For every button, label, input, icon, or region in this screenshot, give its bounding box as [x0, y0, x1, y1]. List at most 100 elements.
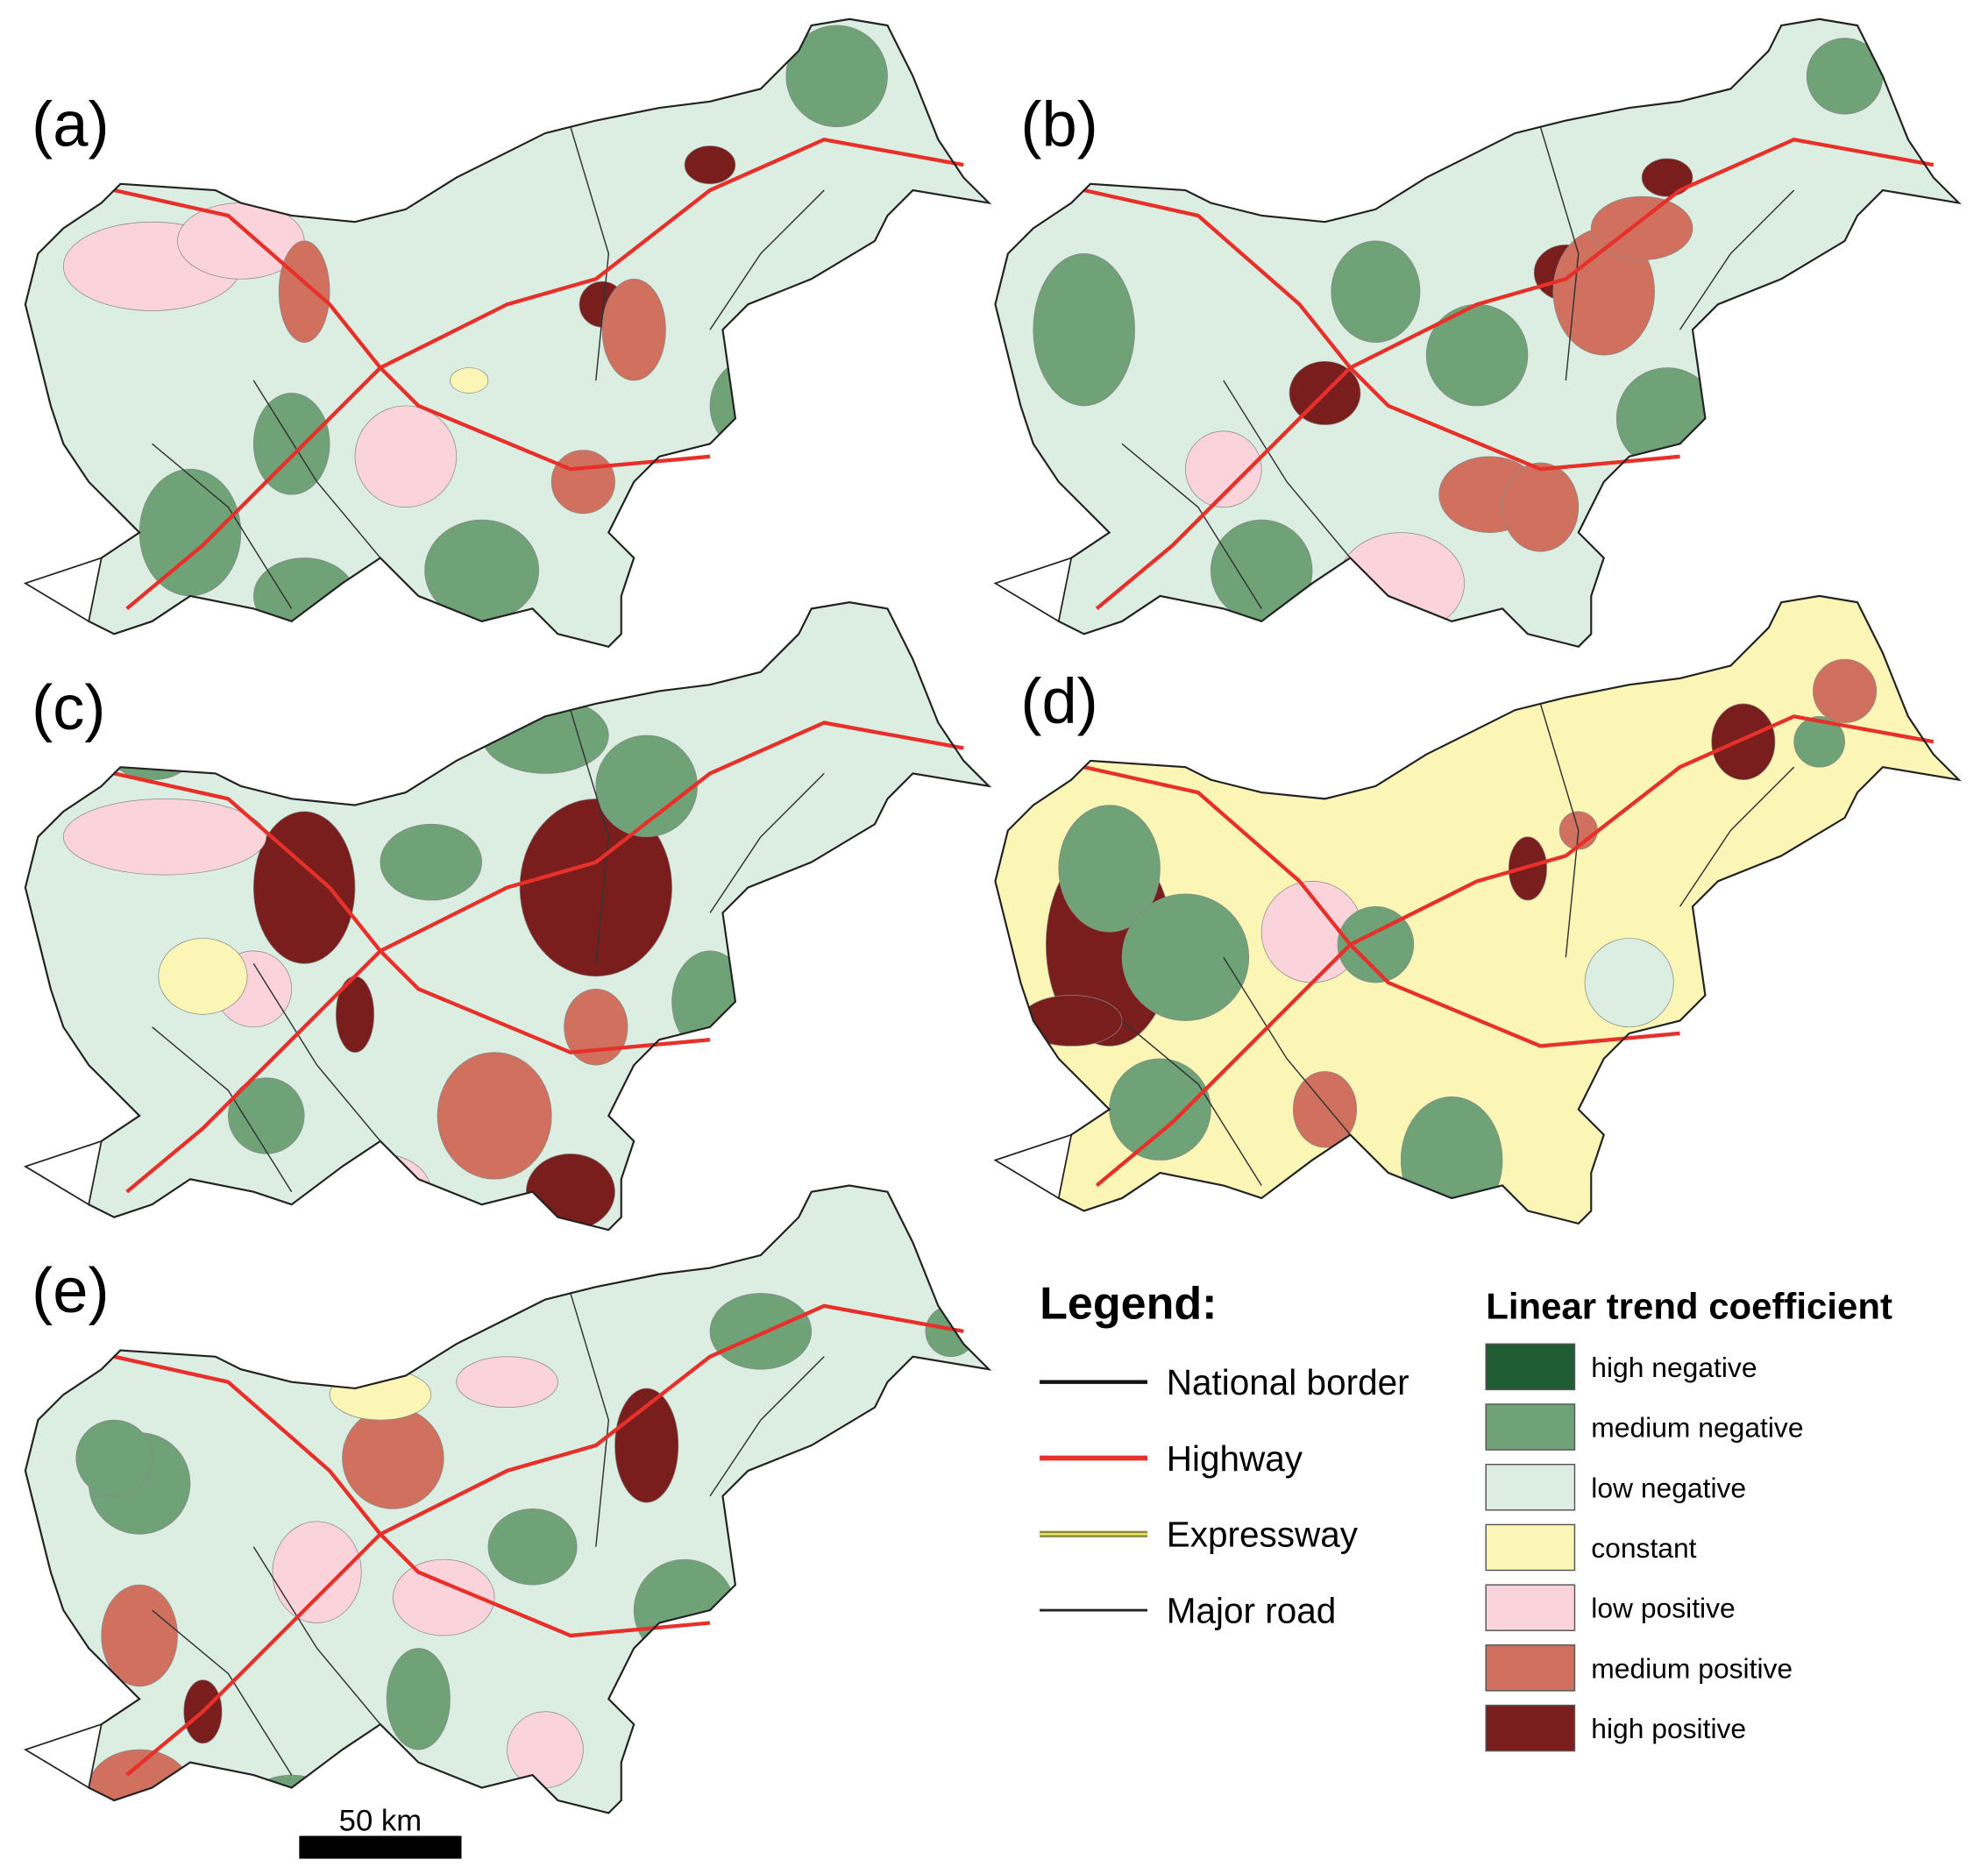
highway [125, 1532, 382, 1777]
legend-class-label: constant [1591, 1532, 1696, 1564]
legend-swatch [1485, 1463, 1576, 1511]
region [62, 798, 267, 876]
region [519, 798, 672, 977]
panel-label: (b) [1020, 89, 1097, 160]
region [342, 1407, 444, 1509]
region [1337, 905, 1415, 983]
region [633, 1558, 736, 1662]
region [158, 938, 248, 1015]
legend-swatch [1485, 1644, 1576, 1692]
highway [1095, 943, 1352, 1188]
major-road [1223, 380, 1352, 558]
legend-class-label: high negative [1591, 1352, 1757, 1383]
scale-bar [299, 1835, 462, 1859]
legend-label: National border [1167, 1362, 1409, 1402]
legend-label: Major road [1167, 1591, 1337, 1631]
region [101, 1584, 178, 1687]
map-panel: (d) [993, 594, 1962, 1225]
major-road [252, 1546, 381, 1725]
regions [1033, 38, 1884, 635]
region [252, 393, 330, 495]
national-border [24, 601, 992, 1232]
region [75, 1419, 153, 1497]
legend-swatch [1485, 1523, 1576, 1572]
major-road [1679, 189, 1795, 330]
national-border [24, 18, 992, 648]
region [1793, 715, 1845, 768]
major-road [570, 709, 610, 964]
region [1806, 38, 1884, 115]
region [437, 1052, 552, 1180]
region [456, 1356, 558, 1408]
panel-label: (d) [1020, 667, 1097, 737]
coast-outline [23, 557, 103, 623]
region [601, 278, 666, 381]
region [252, 811, 356, 964]
major-road [570, 126, 610, 381]
region [1711, 703, 1776, 781]
region [684, 146, 736, 185]
region [138, 468, 242, 597]
coast-outline [23, 1139, 103, 1206]
coast-outline [23, 1722, 103, 1789]
major-road [152, 1609, 293, 1776]
highway [1349, 714, 1935, 947]
map-panel: (e) [23, 1184, 992, 1814]
legend-title: Legend: [1040, 1278, 1217, 1329]
national-border [994, 594, 1962, 1225]
legend-class-label: medium positive [1591, 1652, 1793, 1684]
coast-outline [993, 557, 1073, 623]
highway [125, 949, 382, 1194]
region [386, 1648, 451, 1750]
legend-label: Expressway [1167, 1515, 1359, 1555]
region [481, 697, 609, 774]
region [1590, 195, 1693, 260]
legend-label: Highway [1167, 1438, 1303, 1479]
major-road [1121, 1019, 1262, 1186]
legend-class-label: low positive [1591, 1593, 1735, 1624]
panel-label: (c) [32, 673, 105, 743]
highway [1095, 366, 1352, 611]
panel-label: (e) [32, 1256, 109, 1326]
major-road [709, 1356, 825, 1497]
region [595, 735, 698, 838]
region [227, 1077, 305, 1154]
major-road [1121, 443, 1262, 609]
region [329, 1368, 432, 1421]
highway [125, 366, 382, 611]
scale-bar-label: 50 km [339, 1805, 422, 1838]
region [671, 950, 749, 1053]
region [525, 1153, 615, 1231]
region [252, 557, 356, 635]
map-panel: (b) [993, 18, 1962, 648]
major-road [1539, 126, 1580, 381]
national-border [24, 1184, 992, 1814]
region [1615, 367, 1719, 470]
coast-outline [993, 1133, 1073, 1200]
region [1641, 158, 1693, 197]
region [487, 1508, 578, 1586]
legend: National border Highway Expressway Major ro… [1040, 1343, 1804, 1752]
region [1058, 805, 1161, 933]
major-road [709, 772, 825, 913]
major-road [1223, 956, 1352, 1136]
highway [379, 1303, 964, 1537]
legend-swatch [1485, 1343, 1576, 1391]
national-border [994, 18, 1962, 648]
major-road [1539, 703, 1580, 958]
region [380, 823, 483, 901]
region [1331, 240, 1421, 343]
regions [1020, 658, 1878, 1224]
region [1210, 519, 1313, 622]
map-panel: (c) [23, 601, 992, 1232]
region [393, 1558, 495, 1636]
major-road [152, 443, 293, 609]
region [507, 1711, 584, 1788]
legend-class-label: low negative [1591, 1472, 1746, 1503]
region [785, 25, 888, 128]
legend-swatch [1485, 1704, 1576, 1752]
maps: (a) (b) (c) (d) (e) [23, 18, 1962, 1814]
legend-class-label: high positive [1591, 1713, 1746, 1744]
